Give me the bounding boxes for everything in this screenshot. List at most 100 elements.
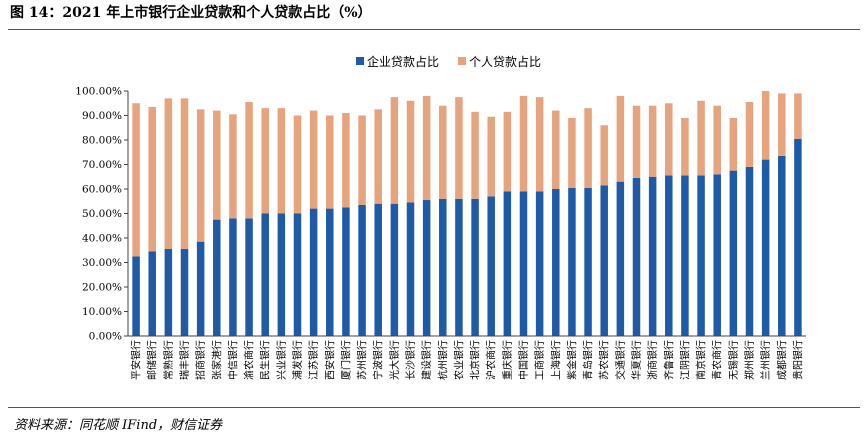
bar-corporate-loan [761, 159, 770, 336]
bar-personal-loan [326, 115, 334, 209]
x-category-label: 青岛银行 [582, 340, 595, 380]
x-category-label: 中国银行 [517, 340, 530, 380]
y-tick-label: 0.00% [89, 331, 122, 343]
x-category-label: 平安银行 [130, 340, 143, 380]
bar-personal-loan [390, 97, 399, 204]
bar-corporate-loan [390, 203, 399, 336]
bar-corporate-loan [406, 202, 415, 336]
x-category-label: 张家港行 [210, 340, 223, 380]
bar-corporate-loan [745, 166, 754, 336]
bar-corporate-loan [487, 196, 495, 336]
bar-personal-loan [229, 114, 237, 219]
x-category-label: 郑州银行 [743, 340, 756, 380]
y-tick-label: 70.00% [82, 159, 122, 171]
x-category-label: 中信银行 [226, 340, 239, 380]
bar-corporate-loan [713, 174, 721, 336]
x-category-label: 北京银行 [469, 340, 482, 380]
y-axis: 0.00% 10.00% 20.00% 30.00% 40.00% 50.00% 60.00… [75, 86, 129, 343]
bar-personal-loan [406, 100, 415, 203]
bar-corporate-loan [422, 200, 431, 336]
x-category-label: 贵阳银行 [791, 340, 804, 380]
bar-corporate-loan [519, 191, 528, 336]
x-category-label: 江阴银行 [678, 340, 691, 380]
y-tick-label: 10.00% [82, 306, 122, 318]
bar-corporate-loan [794, 138, 802, 336]
x-category-label: 厦门银行 [339, 340, 352, 380]
bar-corporate-loan [697, 175, 705, 336]
x-axis: 平安银行 邮储银行 常熟银行 瑞丰银行 招商银行 张家港行 中信银行 渝农商行 民生银行 兴业银行… [128, 335, 806, 380]
x-category-label: 无锡银行 [727, 340, 740, 380]
bar-personal-loan [132, 103, 140, 257]
x-category-label: 建设银行 [420, 340, 433, 380]
x-category-label: 浙商银行 [646, 340, 659, 380]
bar-corporate-loan [616, 181, 625, 336]
bar-personal-loan [471, 111, 479, 199]
x-category-label: 江苏银行 [307, 340, 320, 380]
bar-corporate-loan [358, 204, 366, 336]
x-category-label: 华夏银行 [630, 340, 643, 380]
bar-personal-loan [422, 95, 431, 201]
bar-corporate-loan [196, 241, 205, 336]
bar-personal-loan [681, 117, 689, 176]
source-note: 资料来源：同花顺 IFind，财信证券 [14, 418, 223, 433]
x-category-label: 招商银行 [194, 340, 207, 380]
x-category-label: 沪农商行 [485, 340, 498, 380]
legend-swatch [458, 57, 466, 65]
bar-personal-loan [745, 102, 754, 167]
bar-corporate-loan [552, 189, 560, 336]
y-tick-label: 90.00% [82, 110, 122, 122]
x-category-label: 长沙银行 [404, 340, 417, 380]
bar-corporate-loan [132, 256, 140, 336]
bar-corporate-loan [261, 213, 269, 336]
figure-title: 图 14：2021 年上市银行企业贷款和个人贷款占比（%） [10, 5, 372, 21]
x-category-label: 常熟银行 [162, 340, 175, 380]
y-tick-label: 60.00% [82, 184, 122, 196]
bar-personal-loan [519, 95, 528, 192]
bar-corporate-loan [148, 251, 156, 336]
bar-corporate-loan [729, 170, 738, 336]
bar-personal-loan [374, 109, 382, 204]
bar-personal-loan [164, 98, 173, 250]
y-tick-label: 80.00% [82, 135, 122, 147]
bar-corporate-loan [568, 187, 576, 336]
bar-corporate-loan [374, 203, 382, 336]
stacked-bar-chart: 企业贷款占比 个人贷款占比 0.00% 10.00% 20.00% 30.00% 40.0… [75, 54, 806, 380]
x-category-label: 工商银行 [533, 340, 546, 380]
legend-swatch [356, 57, 364, 65]
bar-corporate-loan [600, 185, 608, 336]
x-category-label: 重庆银行 [501, 340, 514, 380]
legend-label: 企业贷款占比 [367, 54, 439, 69]
bar-corporate-loan [309, 208, 318, 336]
x-category-label: 齐鲁银行 [662, 340, 675, 380]
x-category-label: 紫金银行 [565, 340, 578, 380]
x-category-label: 农业银行 [452, 340, 465, 380]
bar-personal-loan [568, 117, 576, 188]
x-category-label: 宁波银行 [372, 340, 385, 380]
title-divider [8, 29, 860, 30]
x-category-label: 兴业银行 [275, 340, 288, 380]
y-tick-label: 50.00% [82, 208, 122, 220]
bar-personal-loan [600, 125, 608, 186]
bar-area [132, 91, 802, 336]
bar-corporate-loan [681, 175, 689, 336]
bar-personal-loan [309, 110, 318, 209]
x-category-label: 成都银行 [775, 340, 788, 380]
legend-label: 个人贷款占比 [469, 54, 541, 69]
x-category-label: 西安银行 [323, 340, 336, 380]
bar-personal-loan [342, 113, 350, 208]
y-tick-label: 20.00% [82, 282, 122, 294]
bar-personal-loan [632, 105, 641, 178]
bar-corporate-loan [778, 155, 786, 336]
bar-personal-loan [761, 91, 770, 160]
x-category-label: 南京银行 [695, 340, 708, 380]
bar-personal-loan [535, 97, 544, 192]
x-category-label: 杭州银行 [436, 340, 449, 380]
bar-corporate-loan [632, 177, 641, 336]
bar-personal-loan [358, 115, 366, 205]
bar-personal-loan [293, 115, 302, 214]
bar-personal-loan [213, 110, 221, 220]
bar-personal-loan [697, 100, 705, 176]
bar-corporate-loan [213, 219, 221, 336]
x-category-label: 苏州银行 [356, 340, 369, 380]
bar-corporate-loan [180, 249, 189, 336]
